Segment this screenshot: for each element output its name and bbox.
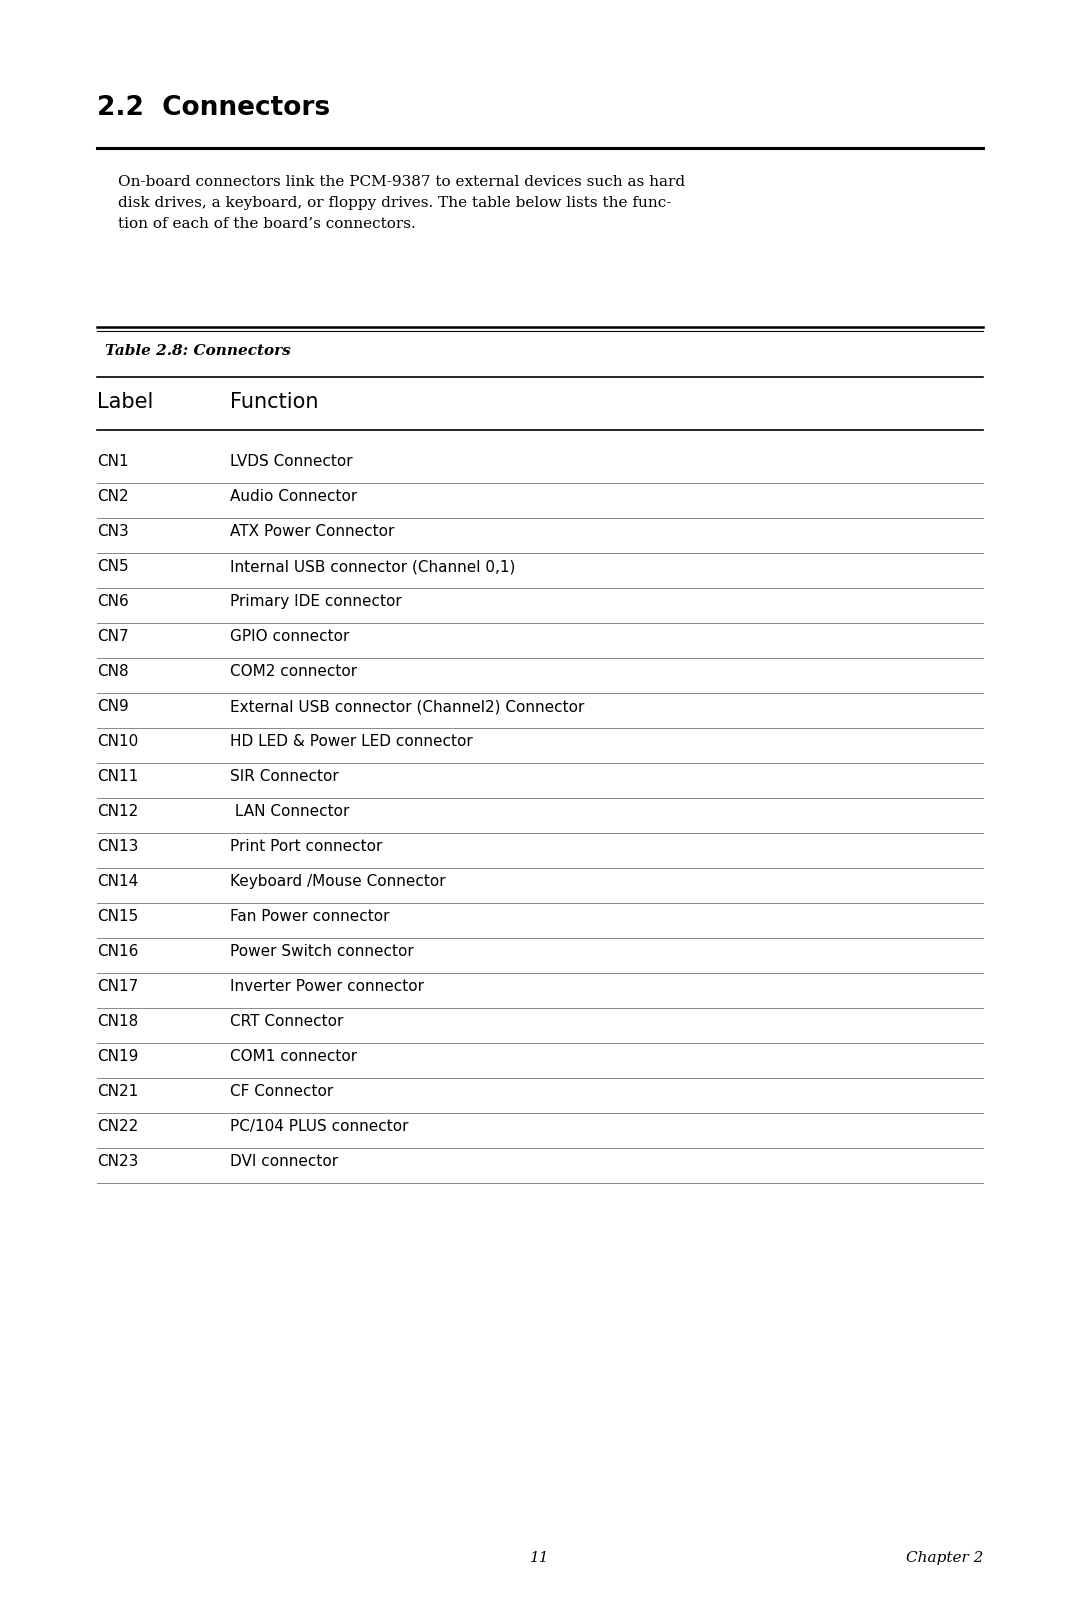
Text: CN7: CN7 (97, 629, 129, 644)
Text: PC/104 PLUS connector: PC/104 PLUS connector (230, 1120, 408, 1134)
Text: CN12: CN12 (97, 804, 138, 819)
Text: On-board connectors link the PCM-9387 to external devices such as hard
disk driv: On-board connectors link the PCM-9387 to… (118, 175, 685, 231)
Text: CN18: CN18 (97, 1014, 138, 1029)
Text: DVI connector: DVI connector (230, 1154, 338, 1168)
Text: Power Switch connector: Power Switch connector (230, 943, 414, 959)
Text: Print Port connector: Print Port connector (230, 840, 382, 854)
Text: External USB connector (Channel2) Connector: External USB connector (Channel2) Connec… (230, 699, 584, 714)
Text: CN15: CN15 (97, 909, 138, 924)
Text: CF Connector: CF Connector (230, 1084, 334, 1099)
Text: CN6: CN6 (97, 594, 129, 608)
Text: Table 2.8: Connectors: Table 2.8: Connectors (105, 345, 291, 358)
Text: CN17: CN17 (97, 979, 138, 993)
Text: CN22: CN22 (97, 1120, 138, 1134)
Text: COM2 connector: COM2 connector (230, 663, 357, 680)
Text: CN13: CN13 (97, 840, 138, 854)
Text: HD LED & Power LED connector: HD LED & Power LED connector (230, 735, 473, 749)
Text: CN19: CN19 (97, 1048, 138, 1065)
Text: CN21: CN21 (97, 1084, 138, 1099)
Text: ATX Power Connector: ATX Power Connector (230, 524, 394, 539)
Text: Primary IDE connector: Primary IDE connector (230, 594, 402, 608)
Text: CN10: CN10 (97, 735, 138, 749)
Text: CN3: CN3 (97, 524, 129, 539)
Text: CN11: CN11 (97, 769, 138, 785)
Text: CN9: CN9 (97, 699, 129, 714)
Text: CN8: CN8 (97, 663, 129, 680)
Text: Chapter 2: Chapter 2 (906, 1552, 983, 1565)
Text: Inverter Power connector: Inverter Power connector (230, 979, 424, 993)
Text: Function: Function (230, 392, 319, 413)
Text: 2.2  Connectors: 2.2 Connectors (97, 95, 330, 121)
Text: CN23: CN23 (97, 1154, 138, 1168)
Text: LVDS Connector: LVDS Connector (230, 455, 353, 469)
Text: COM1 connector: COM1 connector (230, 1048, 357, 1065)
Text: Audio Connector: Audio Connector (230, 489, 357, 503)
Text: CN2: CN2 (97, 489, 129, 503)
Text: 11: 11 (530, 1552, 550, 1565)
Text: LAN Connector: LAN Connector (230, 804, 349, 819)
Text: CN1: CN1 (97, 455, 129, 469)
Text: CN5: CN5 (97, 558, 129, 574)
Text: CRT Connector: CRT Connector (230, 1014, 343, 1029)
Text: Internal USB connector (Channel 0,1): Internal USB connector (Channel 0,1) (230, 558, 515, 574)
Text: Label: Label (97, 392, 153, 413)
Text: Fan Power connector: Fan Power connector (230, 909, 390, 924)
Text: SIR Connector: SIR Connector (230, 769, 339, 785)
Text: Keyboard /Mouse Connector: Keyboard /Mouse Connector (230, 874, 446, 888)
Text: GPIO connector: GPIO connector (230, 629, 349, 644)
Text: CN14: CN14 (97, 874, 138, 888)
Text: CN16: CN16 (97, 943, 138, 959)
